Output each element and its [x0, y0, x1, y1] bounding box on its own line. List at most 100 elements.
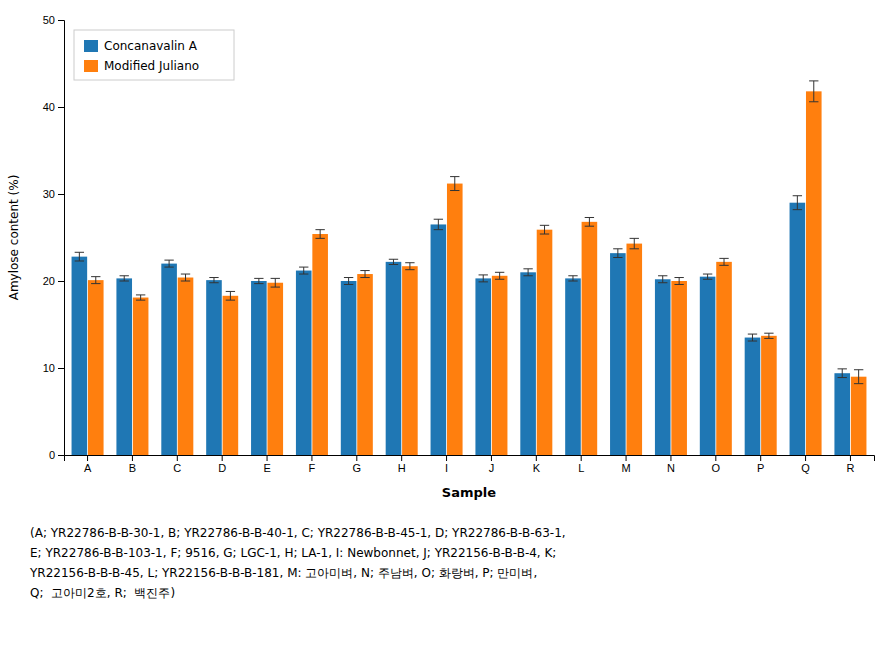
error-bar — [254, 278, 263, 283]
bar — [537, 230, 553, 455]
error-bar — [495, 272, 504, 279]
error-bar — [658, 276, 667, 283]
x-tick-mark — [222, 455, 223, 461]
error-bar-stem — [589, 217, 590, 226]
error-bar-stem — [303, 267, 304, 274]
error-bar-cap — [315, 238, 324, 239]
bar — [520, 272, 536, 455]
error-bar-stem — [95, 277, 96, 284]
error-bar-cap — [523, 268, 532, 269]
error-bar-cap — [523, 275, 532, 276]
error-bar-stem — [438, 219, 439, 229]
error-bar-stem — [707, 274, 708, 279]
error-bar-cap — [75, 252, 84, 253]
error-bar-cap — [495, 279, 504, 280]
error-bar-cap — [793, 195, 802, 196]
y-tick: 30 — [43, 188, 64, 200]
x-tick-mark — [850, 455, 851, 461]
error-bar-stem — [79, 252, 80, 261]
x-axis: ABCDEFGHIJKLMNOPQR — [65, 455, 875, 474]
y-tick-mark — [58, 368, 64, 369]
error-bar-cap — [164, 260, 173, 261]
error-bar — [136, 295, 145, 300]
bar — [610, 253, 626, 455]
caption-line: (A; YR22786-B-B-30-1, B; YR22786-B-B-40-… — [30, 526, 566, 540]
bar — [790, 203, 806, 455]
x-tick: D — [218, 455, 226, 474]
error-bar-cap — [764, 338, 773, 339]
error-bar-stem — [230, 291, 231, 300]
legend-item: Modified Juliano — [84, 59, 199, 73]
bar — [72, 257, 88, 455]
x-tick: F — [309, 455, 316, 474]
bar — [834, 373, 850, 455]
bar — [88, 280, 104, 455]
x-tick: I — [445, 455, 448, 474]
bar — [251, 281, 267, 455]
bar — [745, 338, 761, 455]
error-bar — [568, 276, 577, 281]
error-bar-cap — [585, 226, 594, 227]
bar — [851, 377, 867, 455]
error-bar-stem — [662, 276, 663, 283]
error-bar-stem — [213, 278, 214, 283]
error-bar-stem — [813, 81, 814, 102]
error-bar-cap — [91, 276, 100, 277]
y-axis: 01020304050 — [43, 14, 65, 461]
x-tick-label: F — [309, 462, 316, 474]
error-bar — [719, 258, 728, 265]
error-bar — [523, 269, 532, 276]
error-bar-stem — [393, 259, 394, 264]
x-tick: E — [263, 455, 270, 474]
x-tick-label: C — [173, 462, 181, 474]
error-bar-cap — [809, 80, 818, 81]
bar — [312, 234, 328, 455]
error-bar-cap — [540, 225, 549, 226]
error-bar-cap — [568, 281, 577, 282]
bar — [161, 264, 177, 455]
bar — [700, 277, 716, 455]
y-tick-mark — [58, 281, 64, 282]
bar — [296, 271, 312, 455]
x-tick: C — [173, 455, 181, 474]
bar — [267, 283, 283, 455]
y-tick-label: 0 — [49, 449, 55, 461]
error-bar-cap — [703, 274, 712, 275]
x-tick-label: B — [129, 462, 136, 474]
bar — [761, 336, 777, 455]
error-bar-stem — [365, 271, 366, 278]
error-bar — [344, 278, 353, 285]
error-bar-stem — [858, 370, 859, 384]
y-tick: 50 — [43, 14, 64, 26]
error-bar-stem — [348, 278, 349, 285]
x-tick: G — [353, 455, 362, 474]
error-bar-stem — [275, 278, 276, 287]
legend: Concanavalin AModified Juliano — [74, 30, 234, 80]
x-tick-label: K — [533, 462, 541, 474]
error-bar — [209, 278, 218, 283]
x-tick-label: P — [757, 462, 764, 474]
error-bar — [360, 271, 369, 278]
error-bar-cap — [450, 190, 459, 191]
x-tick-label: A — [84, 462, 92, 474]
error-bar-cap — [854, 369, 863, 370]
error-bar-cap — [613, 248, 622, 249]
y-tick-label: 20 — [43, 275, 55, 287]
bar — [655, 279, 671, 455]
error-bar-stem — [124, 276, 125, 281]
error-bar-cap — [120, 275, 129, 276]
error-bar-stem — [572, 276, 573, 281]
bar — [716, 262, 732, 455]
x-tick: A — [84, 455, 92, 474]
y-tick-mark — [58, 20, 64, 21]
error-bar-cap — [540, 234, 549, 235]
x-tick-mark — [401, 455, 402, 461]
error-bar — [764, 333, 773, 338]
x-axis-line — [65, 456, 875, 462]
error-bar-stem — [409, 263, 410, 270]
y-tick: 20 — [43, 275, 64, 287]
error-bar-cap — [613, 257, 622, 258]
error-bar — [793, 196, 802, 210]
x-tick: M — [621, 455, 630, 474]
plot-area: 01020304050ABCDEFGHIJKLMNOPQRConcanavali… — [43, 14, 875, 474]
